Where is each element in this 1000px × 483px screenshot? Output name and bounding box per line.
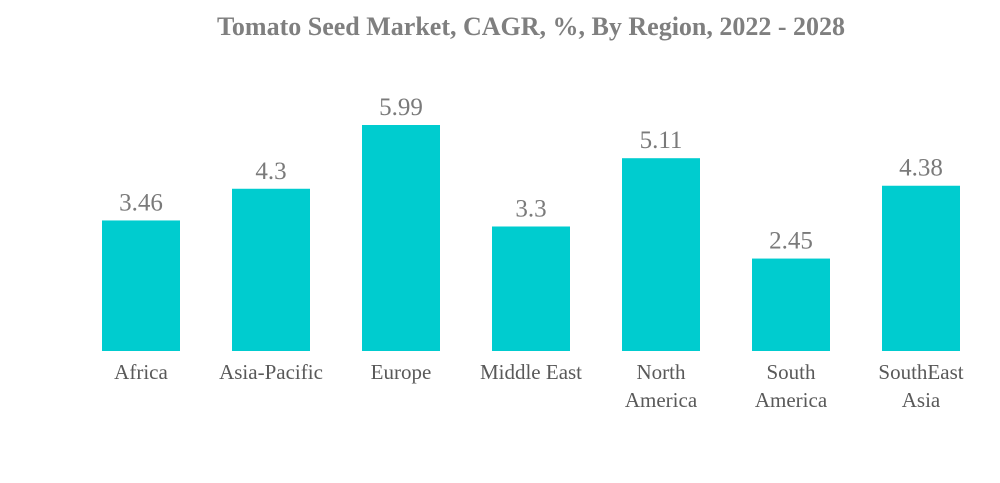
x-tick-label: Middle East	[480, 360, 582, 384]
data-label: 3.46	[119, 189, 163, 216]
bar-asia-pacific	[232, 188, 310, 351]
bar-north-america	[622, 158, 700, 351]
bar-africa	[102, 220, 180, 351]
x-tick-label: America	[755, 388, 828, 412]
x-tick-label: America	[625, 388, 698, 412]
bar-europe	[362, 125, 440, 351]
bar-southeast-asia	[882, 185, 960, 351]
bar-south-america	[752, 258, 830, 351]
data-label: 4.3	[255, 158, 286, 185]
data-label: 5.11	[640, 127, 683, 154]
x-tick-label: Europe	[371, 360, 432, 384]
x-tick-label: Africa	[114, 360, 168, 384]
chart-title: Tomato Seed Market, CAGR, %, By Region, …	[216, 12, 846, 41]
x-tick-label: Asia-Pacific	[219, 360, 323, 384]
data-label: 4.38	[899, 155, 943, 182]
data-label: 2.45	[769, 228, 813, 255]
data-label: 3.3	[515, 195, 546, 222]
x-tick-label: South	[766, 360, 816, 384]
x-tick-label: Asia	[902, 388, 941, 412]
x-tick-label: SouthEast	[878, 360, 963, 384]
x-tick-label: North	[637, 360, 686, 384]
data-label: 5.99	[379, 94, 423, 121]
bar-middle-east	[492, 226, 570, 351]
